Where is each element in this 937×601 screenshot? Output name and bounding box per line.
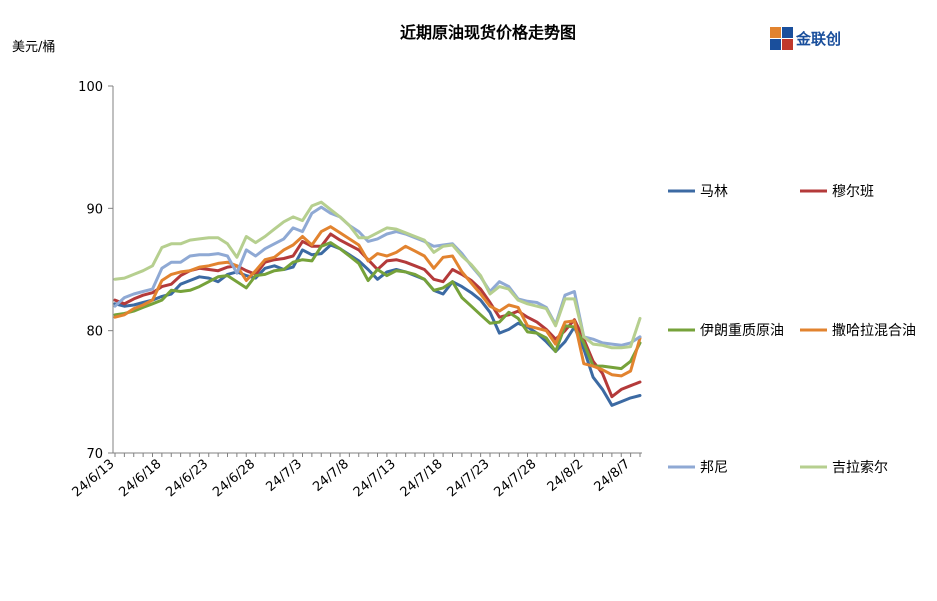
x-tick-label: 24/7/18	[398, 457, 446, 501]
series-layer	[113, 200, 642, 407]
x-tick-label: 24/7/23	[445, 457, 493, 501]
legend-label: 撒哈拉混合油	[832, 323, 916, 339]
legend-label: 吉拉索尔	[832, 459, 888, 476]
brand-logo: 金联创	[770, 27, 841, 50]
x-tick-label: 24/6/13	[70, 457, 118, 501]
legend-label: 马林	[700, 184, 728, 200]
x-tick-label: 24/7/3	[263, 457, 305, 495]
x-tick-label: 24/7/13	[351, 457, 399, 501]
y-tick-label: 100	[78, 80, 103, 95]
x-tick-label: 24/6/18	[116, 457, 164, 501]
logo-text: 金联创	[795, 30, 841, 48]
y-tick-label: 80	[86, 325, 103, 340]
series-line-3	[113, 241, 642, 371]
chart-title: 近期原油现货价格走势图	[400, 23, 576, 42]
x-tick-label: 24/7/8	[310, 457, 352, 495]
y-tick-label: 70	[86, 447, 103, 462]
y-axis-unit: 美元/桶	[12, 40, 55, 55]
x-tick-label: 24/6/23	[163, 457, 211, 501]
series-line-6	[113, 200, 642, 350]
series-line-5	[113, 205, 642, 347]
series-line-4	[113, 225, 642, 378]
series-line-2	[113, 232, 642, 399]
x-tick-label: 24/8/7	[592, 457, 634, 495]
logo-mark-icon	[770, 27, 793, 50]
legend-label: 伊朗重质原油	[700, 323, 784, 339]
x-tick-label: 24/8/2	[545, 457, 587, 495]
x-tick-label: 24/6/28	[210, 457, 258, 501]
legend-label: 邦尼	[700, 460, 728, 476]
y-tick-label: 90	[86, 202, 103, 217]
legend-label: 穆尔班	[832, 184, 874, 200]
x-tick-label: 24/7/28	[491, 457, 539, 501]
